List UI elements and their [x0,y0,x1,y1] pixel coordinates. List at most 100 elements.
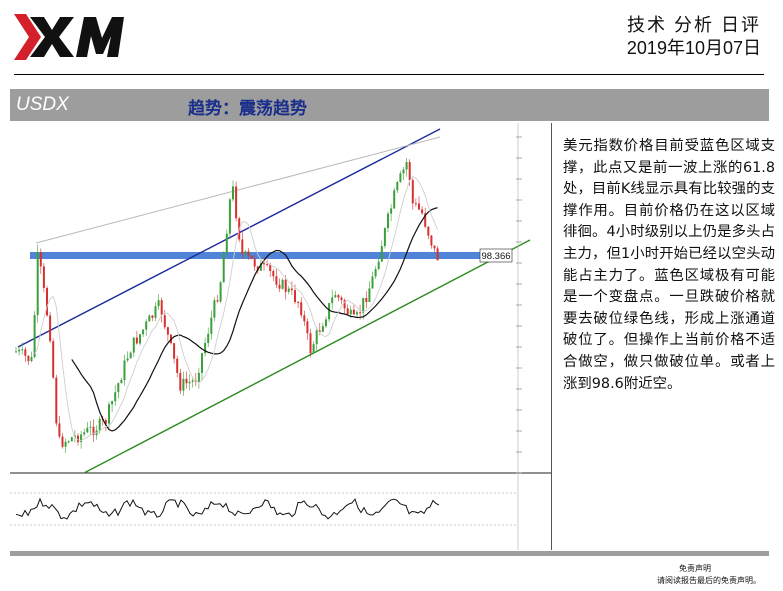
candle-body [235,186,238,219]
candle-body [197,372,200,382]
candle-body [114,392,117,402]
candle-body [148,315,151,322]
candle-body [126,358,129,361]
symbol-label: USDX [16,94,69,115]
candle-body [430,235,433,246]
trend-lines [17,128,531,474]
candle-body [166,327,169,335]
candle-body [421,209,424,214]
candle-body [380,246,383,262]
candle-body [244,251,247,255]
candle-body [300,302,303,316]
candle-body [222,253,225,283]
candle-body [33,315,36,357]
candle-body [402,169,405,174]
candle-body [92,426,95,436]
xm-logo [14,14,124,60]
disclaimer-title: 免责声明 [679,564,711,573]
candle-body [157,300,160,307]
candle-body [145,321,148,330]
candle-body [253,258,256,267]
candle-body [337,295,340,298]
candle-body [89,426,92,428]
candle-body [213,300,216,318]
candle-body [163,315,166,328]
candle-body [108,404,110,424]
moving-average-slow [71,207,438,432]
candle-body [325,319,327,327]
candle-body [61,436,64,447]
candle-body [303,315,306,322]
candle-body [160,300,163,316]
candle-body [24,349,27,356]
candle-body [405,162,408,170]
candle-body [151,315,154,318]
candle-body [36,252,39,316]
footer-divider [10,551,769,556]
candle-body [185,378,188,384]
candle-body [250,255,253,259]
candle-body [290,288,293,291]
candle-body [207,333,210,343]
candle-body [387,213,389,229]
candle-body [219,282,222,302]
price-axis [516,123,522,550]
candle-body [294,290,296,303]
oscillator-line [15,497,440,520]
report-date: 2019年10月07日 [626,38,761,58]
candle-body [49,315,52,342]
candle-body [191,380,194,382]
header-divider [14,74,764,75]
candle-body [408,162,411,181]
candle-body [393,190,396,209]
candle-body [284,279,287,292]
candle-body [424,213,427,227]
candle-body [64,441,67,447]
candle-body [287,288,290,292]
candle-body [42,266,45,288]
candle-body [46,287,48,316]
candle-body [318,330,321,332]
candle-body [331,297,334,304]
price-chart: 98.366 [10,123,552,550]
candle-body [433,245,436,249]
candle-body [269,264,272,272]
support-zone-band [30,252,495,259]
candle-body [414,203,417,205]
candle-body [281,279,284,289]
candle-body [182,378,185,391]
commentary-text: 美元指数价格目前受蓝色区域支撑，此点又是前一波上涨的61.8处，目前K线显示具有… [563,138,775,392]
candle-body [356,312,358,315]
candle-body [396,181,399,191]
candle-body [312,344,315,354]
candle-body [328,303,331,320]
candle-body [297,302,300,304]
candle-body [104,420,107,424]
candle-body [346,308,349,315]
candle-body [309,333,312,354]
candle-body [201,353,203,373]
candle-body [371,276,374,289]
candle-body [67,441,70,443]
candle-body [377,261,380,270]
candle-body [228,199,231,234]
candle-body [83,432,86,435]
upper-channel-line [17,128,441,348]
moving-averages [34,175,439,442]
price-tag-group: 98.366 [479,248,513,263]
candle-body [436,248,439,261]
candle-body [275,276,278,285]
candle-body [315,330,318,345]
candle-body [259,263,262,271]
candle-body [225,233,228,254]
candle-body [15,351,17,353]
candle-body [343,300,346,309]
candle-body [18,349,21,352]
candle-body [232,186,234,200]
candle-body [427,226,430,236]
candle-body [70,437,73,442]
candle-body [383,228,386,247]
chart-canvas: 98.366 [10,123,551,550]
candle-body [142,329,145,335]
candle-body [179,372,182,391]
